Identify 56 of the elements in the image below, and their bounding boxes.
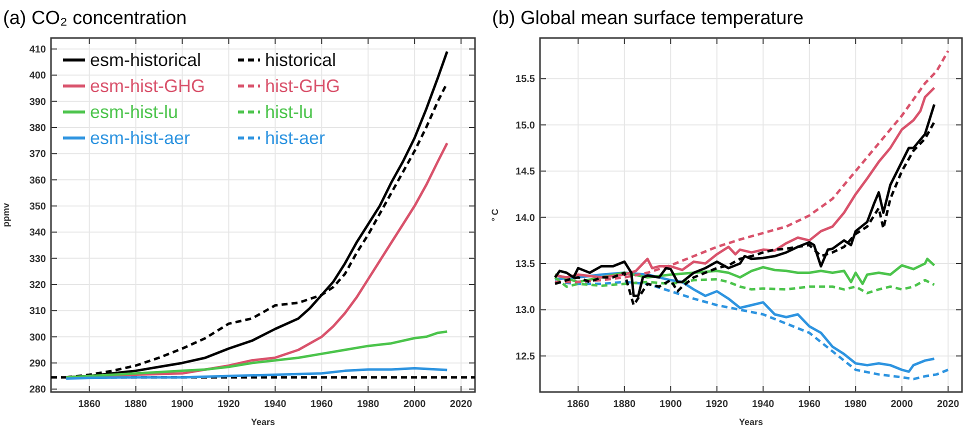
y-tick-label: 15.0 bbox=[516, 120, 536, 132]
line-series bbox=[554, 50, 950, 284]
y-tick-label: 350 bbox=[29, 201, 46, 212]
x-tick-label: 1960 bbox=[310, 399, 334, 410]
x-axis-title: Years bbox=[250, 417, 276, 426]
y-tick-label: 390 bbox=[29, 96, 46, 108]
chart-title: (b) Global mean surface temperature bbox=[492, 8, 804, 29]
y-tick-label: 290 bbox=[29, 358, 46, 370]
x-tick-label: 1880 bbox=[124, 399, 148, 410]
y-tick-label: 14.5 bbox=[516, 166, 536, 178]
y-axis-title: ° C bbox=[490, 208, 500, 222]
x-tick-label: 1880 bbox=[613, 399, 636, 410]
line-series bbox=[64, 330, 448, 379]
y-tick-label: 300 bbox=[29, 332, 46, 344]
y-tick-label: 360 bbox=[29, 175, 46, 186]
legend-label: esm-historical bbox=[90, 50, 202, 70]
x-tick-label: 2000 bbox=[890, 399, 914, 410]
legend-label: hist-aer bbox=[265, 128, 326, 148]
x-axis-title: Years bbox=[738, 417, 764, 426]
legend-label: esm-hist-GHG bbox=[90, 76, 206, 96]
y-axis-title: ppmv bbox=[1, 202, 11, 228]
y-tick-label: 280 bbox=[29, 384, 46, 396]
y-tick-label: 15.5 bbox=[516, 74, 536, 86]
y-tick-label: 12.5 bbox=[516, 351, 536, 362]
y-tick-label: 320 bbox=[29, 280, 46, 291]
x-tick-label: 1900 bbox=[171, 399, 194, 410]
chart-title: (a) CO₂ concentration bbox=[3, 8, 187, 29]
x-tick-label: 1920 bbox=[706, 399, 728, 410]
x-tick-label: 1860 bbox=[567, 399, 590, 410]
x-tick-label: 1980 bbox=[357, 399, 380, 410]
x-tick-label: 2020 bbox=[937, 399, 960, 410]
y-tick-label: 13.5 bbox=[516, 259, 536, 270]
y-tick-label: 400 bbox=[29, 70, 46, 82]
legend-label: hist-GHG bbox=[265, 76, 340, 96]
legend-label: historical bbox=[265, 50, 336, 70]
legend-label: esm-hist-aer bbox=[90, 128, 190, 148]
x-tick-label: 1960 bbox=[798, 399, 821, 410]
y-tick-label: 330 bbox=[29, 254, 46, 265]
x-tick-label: 1900 bbox=[660, 399, 682, 410]
y-tick-label: 340 bbox=[29, 228, 46, 239]
x-tick-label: 1980 bbox=[844, 399, 868, 410]
y-tick-label: 370 bbox=[29, 149, 46, 160]
y-tick-label: 13.0 bbox=[516, 305, 536, 316]
legend-label: hist-lu bbox=[265, 102, 314, 122]
x-tick-label: 2020 bbox=[450, 399, 473, 410]
y-tick-label: 310 bbox=[29, 306, 46, 318]
x-tick-label: 2000 bbox=[403, 399, 426, 410]
x-tick-label: 1940 bbox=[264, 399, 287, 410]
legend-label: esm-hist-lu bbox=[90, 102, 178, 122]
line-series bbox=[64, 366, 448, 380]
x-tick-label: 1940 bbox=[752, 399, 775, 410]
x-tick-label: 1920 bbox=[218, 399, 240, 410]
y-tick-label: 410 bbox=[29, 44, 46, 56]
y-tick-label: 380 bbox=[29, 122, 46, 134]
x-tick-label: 1860 bbox=[78, 399, 101, 410]
y-tick-label: 14.0 bbox=[516, 212, 536, 224]
